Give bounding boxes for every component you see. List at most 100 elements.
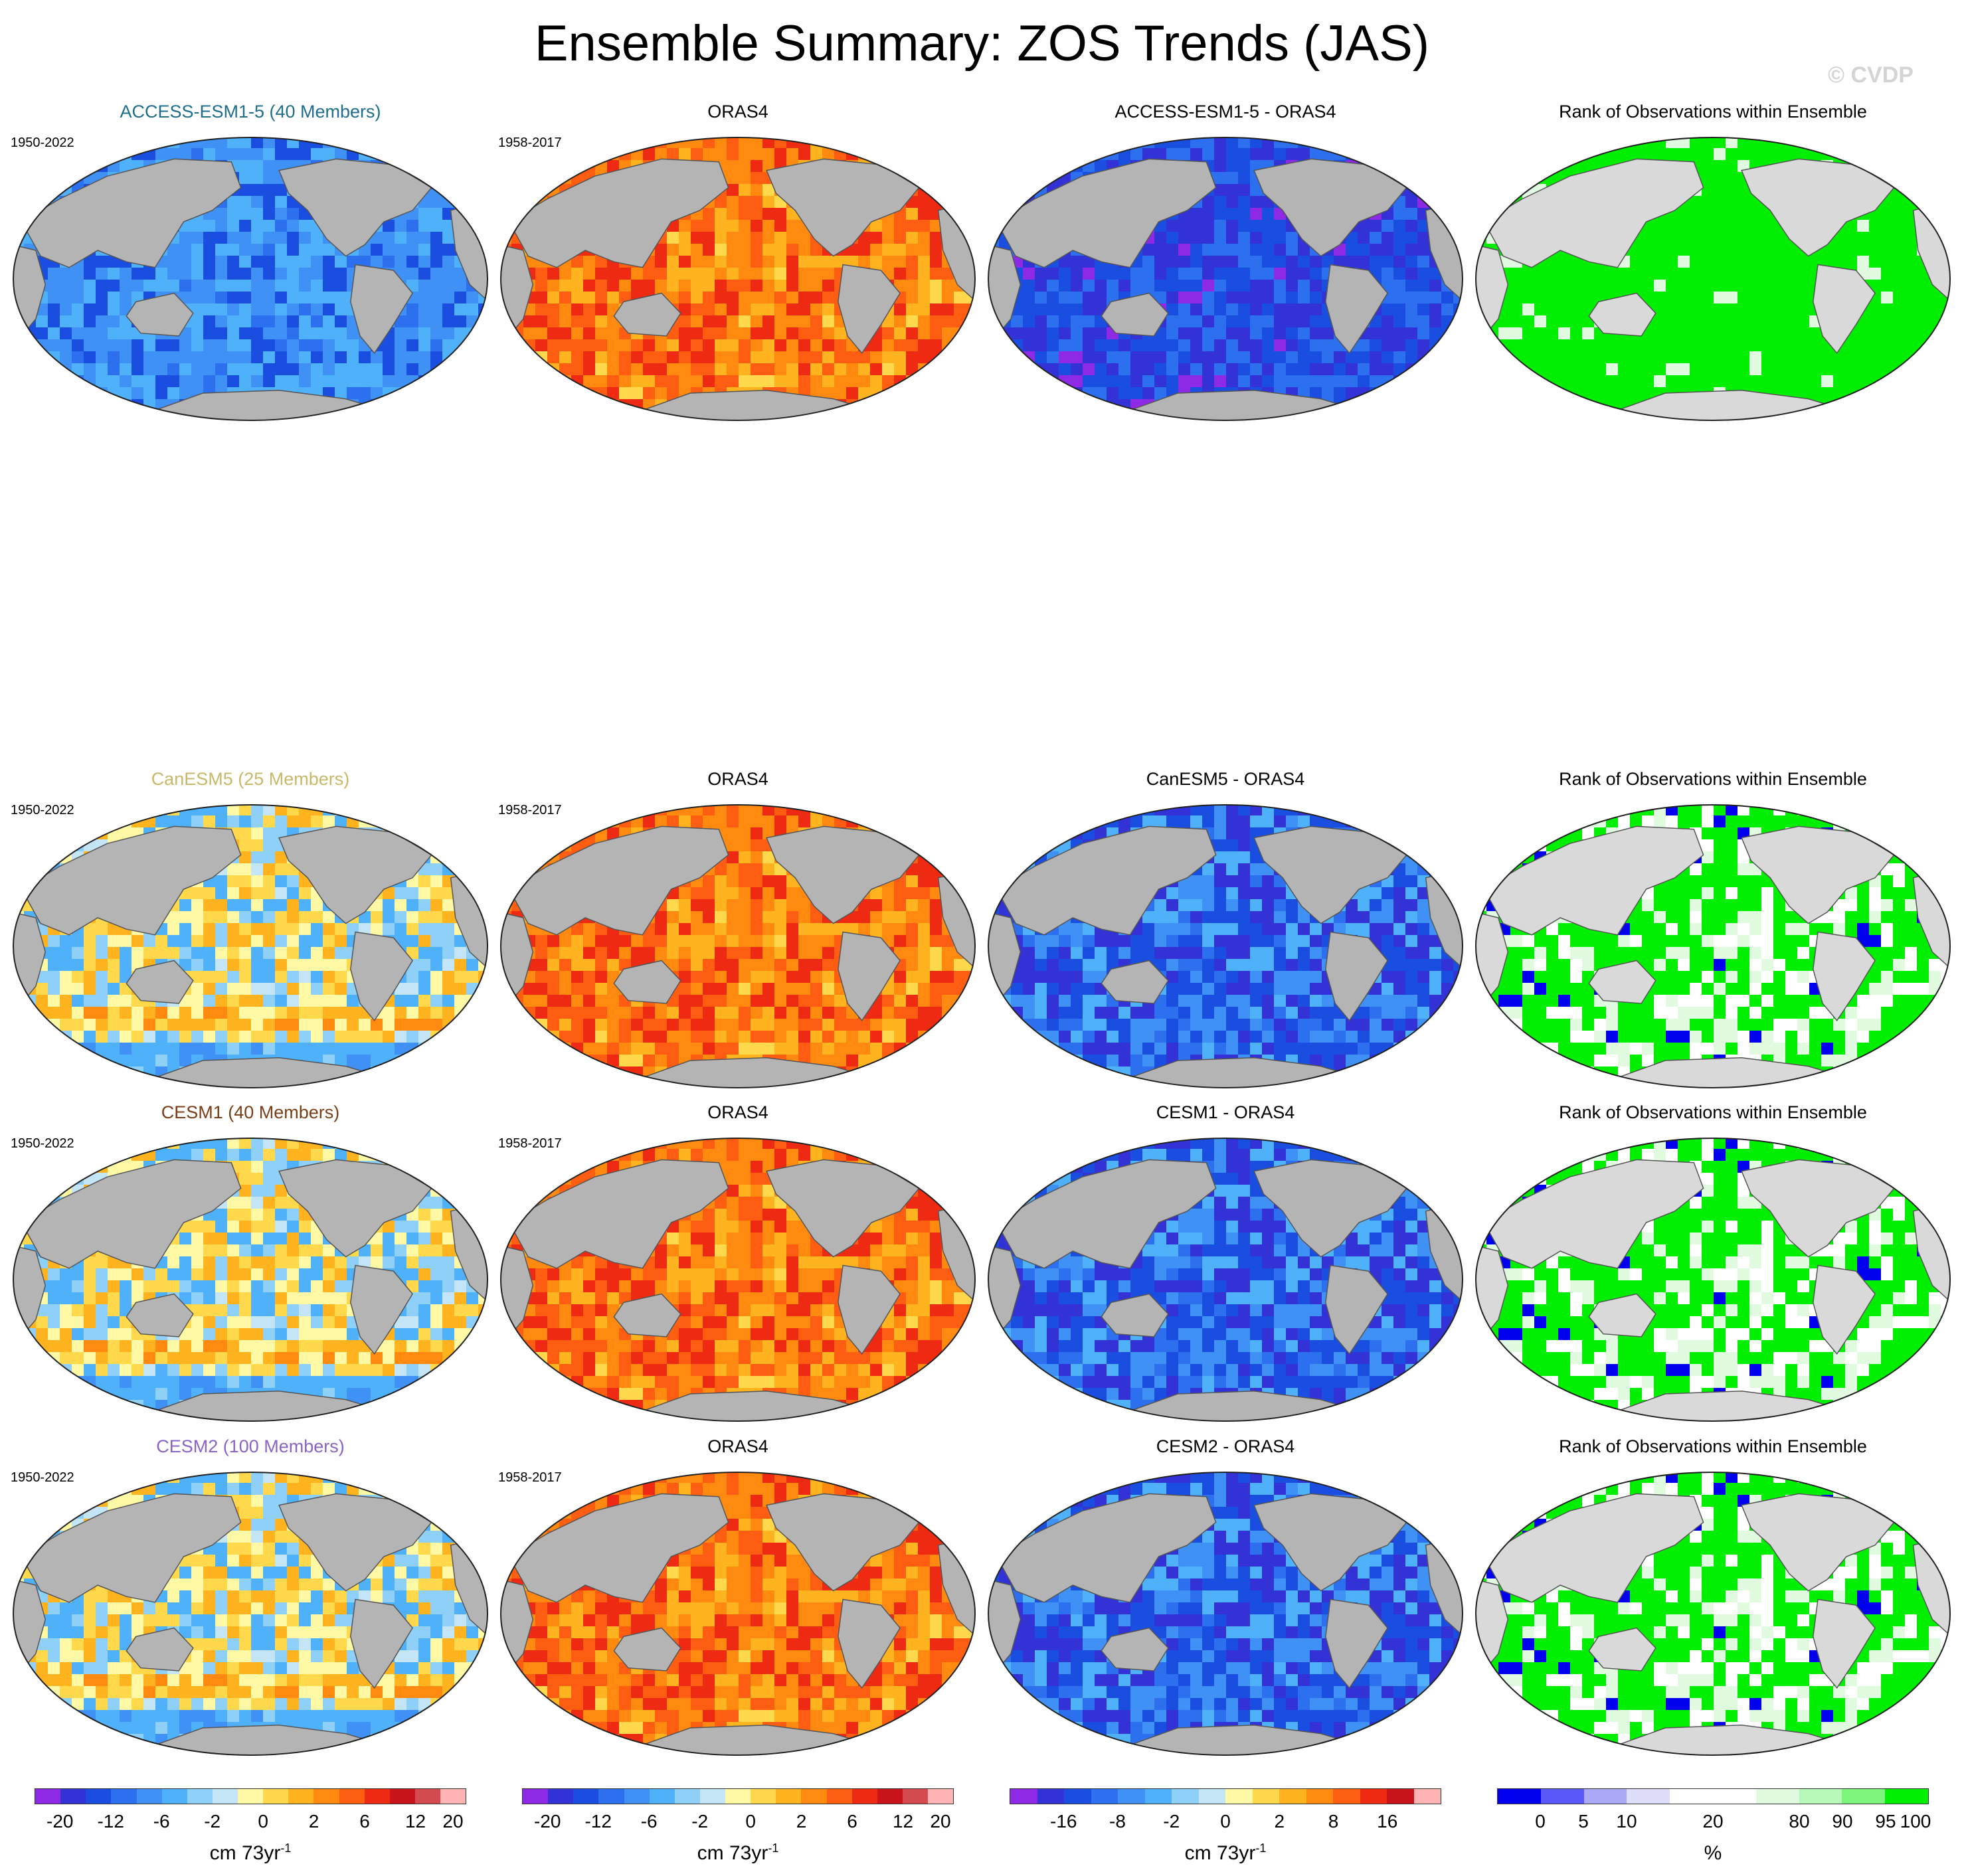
- obs-period-label: 1958-2017: [498, 135, 562, 150]
- colorbar-swatch: [751, 1789, 776, 1804]
- colorbar-tick-label: 0: [1220, 1811, 1231, 1832]
- colorbar-tick-label: 0: [745, 1811, 756, 1832]
- colorbar-swatch: [1670, 1789, 1713, 1804]
- colorbar-swatch: [1037, 1789, 1064, 1804]
- colorbar-1: [522, 1788, 954, 1804]
- colorbar-swatch: [238, 1789, 264, 1804]
- obs-trend-map-2: [500, 1138, 976, 1422]
- colorbar-swatch: [288, 1789, 314, 1804]
- figure-title: Ensemble Summary: ZOS Trends (JAS): [534, 15, 1430, 72]
- diff-trend-map-1: [988, 804, 1463, 1088]
- colorbar-swatch: [851, 1789, 877, 1804]
- rank-map-2: [1475, 1138, 1951, 1422]
- colorbar-swatch: [1627, 1789, 1670, 1804]
- colorbar-tick-label: -20: [46, 1811, 74, 1832]
- obs-panel-title: ORAS4: [707, 769, 768, 789]
- diff-panel-title: ACCESS-ESM1-5 - ORAS4: [1115, 102, 1336, 122]
- colorbar-tick-label: 12: [404, 1811, 426, 1832]
- rank-panel-title: Rank of Observations within Ensemble: [1559, 1436, 1867, 1456]
- colorbar-tick-label: 16: [1377, 1811, 1398, 1832]
- colorbar-swatch: [649, 1789, 675, 1804]
- colorbar-tick-label: -6: [640, 1811, 658, 1832]
- colorbar-tick-label: -8: [1109, 1811, 1126, 1832]
- colorbar-swatch: [674, 1789, 700, 1804]
- colorbar-swatch: [1333, 1789, 1360, 1804]
- colorbar-unit-label: cm 73yr-1: [1184, 1841, 1267, 1864]
- colorbar-swatch: [187, 1789, 213, 1804]
- colorbar-swatch: [1413, 1789, 1441, 1804]
- obs-panel-title: ORAS4: [707, 102, 768, 122]
- obs-period-label: 1958-2017: [498, 1136, 562, 1151]
- colorbar-swatch: [1360, 1789, 1387, 1804]
- rank-map-1: [1475, 804, 1951, 1088]
- colorbar-tick-label: 0: [258, 1811, 268, 1832]
- colorbar-swatch: [86, 1789, 112, 1804]
- colorbar-tick-label: 20: [930, 1811, 951, 1832]
- colorbar-tick-label: 0: [1535, 1811, 1546, 1832]
- colorbar-swatch: [801, 1789, 827, 1804]
- colorbar-tick-label: -16: [1050, 1811, 1077, 1832]
- model-panel-title: CESM1 (40 Members): [161, 1102, 340, 1122]
- obs-period-label: 1958-2017: [498, 803, 562, 817]
- obs-trend-map-3: [500, 1472, 976, 1756]
- rank-map-0: [1475, 137, 1951, 421]
- colorbar-swatch: [624, 1789, 650, 1804]
- colorbar-swatch: [1064, 1789, 1091, 1804]
- colorbar-swatch: [1540, 1789, 1584, 1804]
- colorbar-swatch: [725, 1789, 751, 1804]
- colorbar-tick-label: 2: [1274, 1811, 1285, 1832]
- obs-trend-map-1: [500, 804, 976, 1088]
- colorbar-swatch: [35, 1789, 61, 1804]
- colorbar-swatch: [389, 1789, 415, 1804]
- colorbar-swatch: [1498, 1789, 1541, 1804]
- colorbar-swatch: [1712, 1789, 1756, 1804]
- model-panel-title: ACCESS-ESM1-5 (40 Members): [120, 102, 381, 122]
- colorbar-tick-label: 80: [1789, 1811, 1810, 1832]
- colorbar-swatch: [573, 1789, 599, 1804]
- colorbar-swatch: [1387, 1789, 1414, 1804]
- colorbar-swatch: [1799, 1789, 1842, 1804]
- colorbar-swatch: [1091, 1789, 1118, 1804]
- model-trend-map-1: [13, 804, 488, 1088]
- colorbar-swatch: [1118, 1789, 1145, 1804]
- colorbar-swatch: [440, 1789, 466, 1804]
- colorbar-swatch: [1583, 1789, 1627, 1804]
- colorbar-swatch: [877, 1789, 903, 1804]
- colorbar-unit-label: cm 73yr-1: [209, 1841, 292, 1864]
- colorbar-swatch: [826, 1789, 852, 1804]
- colorbar-swatch: [523, 1789, 549, 1804]
- colorbar-3: [1497, 1788, 1929, 1804]
- colorbar-swatch: [928, 1789, 954, 1804]
- colorbar-tick-label: 90: [1832, 1811, 1853, 1832]
- colorbar-tick-label: 6: [847, 1811, 857, 1832]
- colorbar-swatch: [364, 1789, 390, 1804]
- obs-period-label: 1958-2017: [498, 1470, 562, 1485]
- colorbar-swatch: [1306, 1789, 1333, 1804]
- model-period-label: 1950-2022: [11, 135, 74, 150]
- colorbar-tick-label: 2: [308, 1811, 319, 1832]
- colorbar-swatch: [263, 1789, 289, 1804]
- model-period-label: 1950-2022: [11, 1136, 74, 1151]
- colorbar-0: [35, 1788, 466, 1804]
- colorbar-tick-label: 2: [796, 1811, 807, 1832]
- model-panel-title: CanESM5 (25 Members): [151, 769, 350, 789]
- diff-panel-title: CanESM5 - ORAS4: [1146, 769, 1305, 789]
- colorbar-swatch: [414, 1789, 440, 1804]
- model-trend-map-3: [13, 1472, 488, 1756]
- colorbar-swatch: [1172, 1789, 1199, 1804]
- model-trend-map-2: [13, 1138, 488, 1422]
- colorbar-swatch: [598, 1789, 624, 1804]
- model-trend-map-0: [13, 137, 488, 421]
- colorbar-swatch: [339, 1789, 365, 1804]
- colorbar-swatch: [1279, 1789, 1306, 1804]
- rank-panel-title: Rank of Observations within Ensemble: [1559, 102, 1867, 122]
- colorbar-swatch: [313, 1789, 339, 1804]
- colorbar-swatch: [1842, 1789, 1886, 1804]
- colorbar-swatch: [1755, 1789, 1799, 1804]
- rank-panel-title: Rank of Observations within Ensemble: [1559, 1102, 1867, 1122]
- colorbar-swatch: [136, 1789, 162, 1804]
- colorbar-tick-label: -12: [584, 1811, 612, 1832]
- model-period-label: 1950-2022: [11, 803, 74, 817]
- colorbar-swatch: [1885, 1789, 1928, 1804]
- colorbar-tick-label: -20: [534, 1811, 561, 1832]
